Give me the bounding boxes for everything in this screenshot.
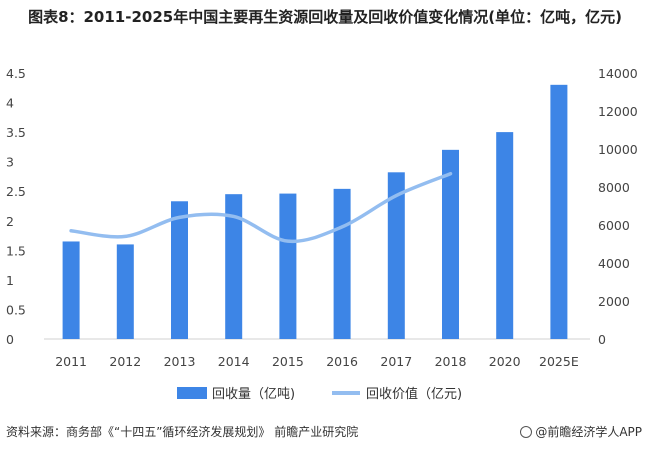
left-tick-label: 3 — [6, 155, 14, 170]
legend-bar-swatch — [177, 387, 207, 399]
bar-2011 — [62, 241, 80, 339]
left-tick-label: 4 — [6, 96, 14, 111]
right-tick-label: 14000 — [598, 66, 638, 81]
footer: 资料来源：商务部《“十四五”循环经济发展规划》 前瞻产业研究院 @前瞻经济学人A… — [0, 421, 650, 443]
brand-text: @前瞻经济学人APP — [535, 425, 642, 439]
left-tick-label: 1 — [6, 273, 14, 288]
bar-2013 — [171, 201, 188, 339]
x-tick-label: 2016 — [326, 354, 358, 369]
x-tick-label: 2012 — [109, 354, 141, 369]
bar-2020 — [496, 132, 514, 339]
x-tick-label: 2025E — [539, 354, 579, 369]
bar-2014 — [225, 194, 243, 339]
chart-title: 图表8：2011-2025年中国主要再生资源回收量及回收价值变化情况(单位：亿吨… — [28, 8, 622, 26]
right-tick-label: 0 — [598, 332, 606, 347]
x-tick-label: 2014 — [218, 354, 250, 369]
bar-2025E — [550, 84, 568, 339]
legend-bar-label: 回收量（亿吨) — [212, 387, 295, 402]
value-line-series — [69, 171, 453, 244]
bar-2015 — [279, 193, 297, 339]
right-axis-ticks: 0 2000 4000 6000 8000 10000 12000 14000 — [598, 66, 638, 347]
bar-2012 — [116, 244, 134, 339]
x-tick-label: 2015 — [272, 354, 304, 369]
right-tick-label: 8000 — [598, 180, 630, 195]
x-tick-label: 2017 — [380, 354, 412, 369]
right-tick-label: 4000 — [598, 256, 630, 271]
left-tick-label: 1.5 — [6, 243, 26, 258]
x-tick-label: 2020 — [489, 354, 521, 369]
left-tick-label: 0 — [6, 332, 14, 347]
left-tick-label: 2.5 — [6, 184, 26, 199]
x-tick-label: 2011 — [55, 354, 87, 369]
bar-2018 — [442, 149, 459, 339]
source-note: 资料来源：商务部《“十四五”循环经济发展规划》 前瞻产业研究院 — [6, 425, 359, 439]
x-axis-labels: 2011 2012 2013 2014 2015 2016 2017 2018 2020 2025… — [55, 354, 579, 369]
bar-series — [62, 84, 568, 339]
left-tick-label: 3.5 — [6, 125, 26, 140]
legend: 回收量（亿吨) 回收价值（亿元) — [177, 386, 462, 402]
x-tick-label: 2013 — [164, 354, 196, 369]
left-tick-label: 0.5 — [6, 302, 26, 317]
left-tick-label: 2 — [6, 214, 14, 229]
left-tick-label: 4.5 — [6, 66, 26, 81]
left-axis-ticks: 0 0.5 1 1.5 2 2.5 3 3.5 4 4.5 — [6, 66, 26, 347]
right-tick-label: 10000 — [598, 142, 638, 157]
legend-line-label: 回收价值（亿元) — [366, 386, 462, 402]
right-tick-label: 2000 — [598, 294, 630, 309]
brand-credit: @前瞻经济学人APP — [520, 423, 642, 440]
right-tick-label: 6000 — [598, 218, 630, 233]
right-tick-label: 12000 — [598, 104, 638, 119]
brand-logo-icon — [520, 426, 533, 438]
bar-2016 — [333, 188, 351, 339]
bar-2017 — [387, 172, 405, 339]
x-tick-label: 2018 — [435, 354, 467, 369]
